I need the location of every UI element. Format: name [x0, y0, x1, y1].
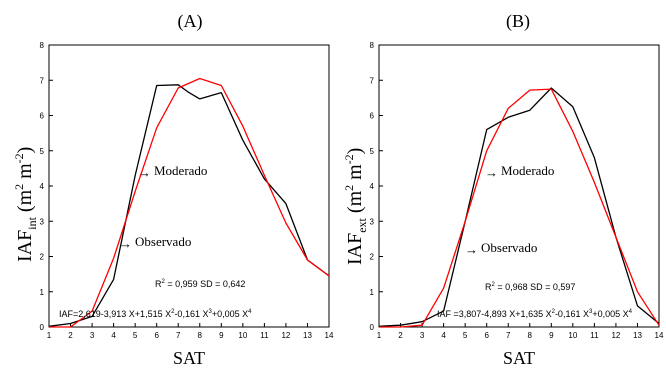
y-tick-label-b: 4: [370, 182, 375, 191]
x-tick-label-a: 7: [176, 331, 181, 340]
y-tick-label-a: 4: [40, 182, 45, 191]
x-tick-label-b: 8: [528, 331, 533, 340]
y-tick-label-b: 2: [370, 253, 375, 262]
observed-line-a: [48, 84, 330, 327]
y-tick-label-a: 2: [40, 253, 45, 262]
x-tick-label-a: 10: [238, 331, 247, 340]
x-tick-label-a: 6: [154, 331, 159, 340]
x-tick-label-b: 9: [549, 331, 554, 340]
x-tick-label-b: 14: [655, 331, 664, 340]
series-lines-b: [378, 87, 660, 328]
chart-title-a: (A): [178, 11, 203, 32]
x-tick-label-a: 14: [325, 331, 334, 340]
x-tick-label-b: 7: [506, 331, 511, 340]
modeled-line-b: [379, 88, 660, 328]
equation-label-b: IAF =3,807-4,893 X+1,635 X2-0,161 X3+0,0…: [437, 309, 633, 319]
y-tick-label-a: 0: [40, 323, 45, 332]
y-tick-label-b: 7: [370, 76, 375, 85]
equation-label-a: IAF=2,619-3,913 X+1,515 X2-0,161 X3+0,00…: [59, 309, 252, 319]
x-tick-label-a: 5: [133, 331, 138, 340]
chart-title-b: (B): [506, 11, 530, 32]
x-tick-label-a: 12: [281, 331, 290, 340]
annotation-arrow-moderado-a: →: [138, 165, 151, 180]
y-tick-label-a: 1: [40, 288, 45, 297]
y-tick-label-b: 8: [370, 41, 375, 50]
y-tick-label-b: 5: [370, 147, 375, 156]
x-tick-label-a: 8: [198, 331, 203, 340]
x-axis-a: 1 2 3 4 5 6 7 8 9 10 11 12 13 14: [47, 323, 334, 340]
annotation-observado-b: Observado: [481, 240, 537, 255]
x-tick-label-b: 13: [633, 331, 642, 340]
x-tick-label-a: 3: [90, 331, 95, 340]
x-tick-label-b: 1: [377, 331, 382, 340]
y-axis-label-a: IAFint (m2 m-2): [12, 147, 39, 262]
x-tick-label-a: 11: [260, 331, 269, 340]
x-tick-label-a: 4: [111, 331, 116, 340]
stats-label-a: R2 = 0,959 SD = 0,642: [155, 279, 245, 289]
x-tick-label-b: 11: [590, 331, 599, 340]
y-axis-b: 0 1 2 3 4 5 6 7 8: [370, 41, 383, 332]
y-tick-label-b: 3: [370, 217, 375, 226]
y-axis-label-b: IAFext (m2 m-2): [342, 148, 369, 265]
y-tick-label-a: 7: [40, 76, 45, 85]
x-axis-label-b: SAT: [503, 348, 535, 368]
x-tick-label-a: 2: [68, 331, 73, 340]
annotation-arrow-observado-b: →: [465, 242, 478, 257]
x-tick-label-a: 9: [219, 331, 224, 340]
x-tick-label-b: 12: [611, 331, 620, 340]
y-tick-label-a: 6: [40, 112, 45, 121]
y-tick-label-a: 3: [40, 217, 45, 226]
annotation-arrow-moderado-b: →: [485, 165, 498, 180]
modeled-line-a: [49, 77, 330, 328]
x-tick-label-b: 5: [463, 331, 468, 340]
annotation-moderado-a: Moderado: [154, 163, 207, 178]
x-tick-label-b: 6: [484, 331, 489, 340]
x-tick-label-b: 3: [420, 331, 425, 340]
y-tick-label-b: 6: [370, 112, 375, 121]
series-lines-a: [48, 77, 330, 328]
x-tick-label-b: 2: [398, 331, 403, 340]
x-tick-label-b: 4: [441, 331, 446, 340]
y-tick-label-b: 1: [370, 288, 375, 297]
annotation-moderado-b: Moderado: [501, 163, 554, 178]
y-axis-a: 0 1 2 3 4 5 6 7 8: [40, 41, 53, 332]
y-tick-label-a: 8: [40, 41, 45, 50]
y-tick-label-b: 0: [370, 323, 375, 332]
x-axis-label-a: SAT: [173, 348, 205, 368]
stats-label-b: R2 = 0,968 SD = 0,597: [485, 282, 575, 292]
x-tick-label-a: 1: [47, 331, 52, 340]
y-tick-label-a: 5: [40, 147, 45, 156]
x-tick-label-b: 10: [568, 331, 577, 340]
annotation-observado-a: Observado: [135, 234, 191, 249]
x-tick-label-a: 13: [303, 331, 312, 340]
annotation-arrow-observado-a: →: [119, 236, 132, 251]
